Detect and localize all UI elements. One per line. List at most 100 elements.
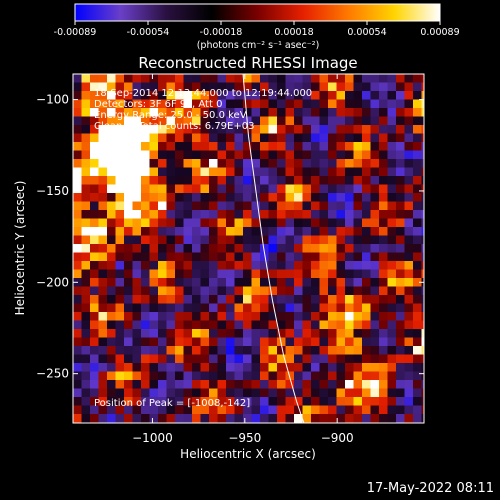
heatmap-cell bbox=[183, 99, 193, 109]
heatmap-cell bbox=[260, 397, 269, 406]
heatmap-cell bbox=[209, 397, 218, 406]
heatmap-cell bbox=[183, 286, 193, 296]
heatmap-cell bbox=[98, 405, 108, 415]
heatmap-cell bbox=[124, 150, 133, 160]
heatmap-cell bbox=[421, 159, 424, 168]
heatmap-cell bbox=[107, 150, 116, 160]
heatmap-cell bbox=[124, 108, 133, 117]
heatmap-cell bbox=[132, 286, 142, 296]
heatmap-cell bbox=[421, 99, 424, 109]
heatmap-cell bbox=[115, 167, 125, 177]
heatmap-cell bbox=[175, 201, 184, 211]
heatmap-cell bbox=[243, 150, 252, 160]
heatmap-cell bbox=[124, 167, 133, 177]
heatmap-cell bbox=[268, 218, 278, 228]
heatmap-cell bbox=[166, 397, 176, 406]
heatmap-cell bbox=[404, 363, 414, 372]
heatmap-cell bbox=[209, 286, 218, 296]
heatmap-cell bbox=[234, 261, 244, 270]
heatmap-cell bbox=[396, 108, 405, 117]
heatmap-cell bbox=[166, 150, 176, 160]
heatmap-cell bbox=[277, 261, 286, 270]
heatmap-cell bbox=[107, 380, 116, 389]
heatmap-cell bbox=[107, 295, 116, 304]
heatmap-cell bbox=[115, 312, 125, 321]
heatmap-cell bbox=[141, 363, 150, 372]
heatmap-cell bbox=[268, 252, 278, 262]
heatmap-cell bbox=[319, 176, 329, 185]
heatmap-cell bbox=[268, 261, 278, 270]
heatmap-cell bbox=[362, 278, 371, 287]
heatmap-cell bbox=[226, 261, 235, 270]
heatmap-cell bbox=[217, 244, 227, 253]
heatmap-cell bbox=[209, 125, 218, 134]
heatmap-cell bbox=[285, 303, 295, 313]
heatmap-cell bbox=[98, 380, 108, 389]
heatmap-cell bbox=[260, 99, 269, 109]
heatmap-cell bbox=[243, 108, 252, 117]
heatmap-cell bbox=[183, 176, 193, 185]
heatmap-cell bbox=[183, 82, 193, 92]
heatmap-cell bbox=[149, 337, 159, 347]
heatmap-cell bbox=[421, 261, 424, 270]
heatmap-cell bbox=[141, 108, 150, 117]
heatmap-cell bbox=[404, 414, 414, 423]
heatmap-cell bbox=[81, 218, 91, 228]
heatmap-cell bbox=[209, 337, 218, 347]
heatmap-cell bbox=[387, 218, 397, 228]
heatmap-cell bbox=[90, 244, 99, 253]
heatmap-cell bbox=[175, 82, 184, 92]
heatmap-cell bbox=[294, 193, 303, 202]
heatmap-cell bbox=[251, 193, 261, 202]
heatmap-cell bbox=[98, 116, 108, 126]
heatmap-cell bbox=[302, 320, 312, 330]
heatmap-cell bbox=[311, 176, 320, 185]
heatmap-cell bbox=[217, 193, 227, 202]
heatmap-cell bbox=[302, 295, 312, 304]
heatmap-cell bbox=[311, 261, 320, 270]
heatmap-cell bbox=[73, 133, 82, 143]
heatmap-cell bbox=[285, 278, 295, 287]
heatmap-cell bbox=[175, 363, 184, 372]
heatmap-cell bbox=[277, 201, 286, 211]
heatmap-cell bbox=[251, 303, 261, 313]
heatmap-cell bbox=[319, 133, 329, 143]
heatmap-cell bbox=[234, 82, 244, 92]
heatmap-cell bbox=[285, 133, 295, 143]
chart-title: Reconstructed RHESSI Image bbox=[138, 54, 357, 72]
heatmap-cell bbox=[209, 303, 218, 313]
heatmap-cell bbox=[268, 227, 278, 236]
heatmap-cell bbox=[353, 380, 363, 389]
heatmap-cell bbox=[107, 252, 116, 262]
heatmap-cell bbox=[396, 371, 405, 381]
heatmap-cell bbox=[175, 278, 184, 287]
heatmap-cell bbox=[166, 337, 176, 347]
heatmap-cell bbox=[345, 346, 354, 355]
heatmap-cell bbox=[192, 74, 201, 83]
heatmap-cell bbox=[404, 201, 414, 211]
heatmap-cell bbox=[336, 99, 346, 109]
heatmap-cell bbox=[132, 303, 142, 313]
heatmap-cell bbox=[98, 397, 108, 406]
heatmap-cell bbox=[370, 201, 380, 211]
heatmap-cell bbox=[243, 184, 252, 194]
heatmap-cell bbox=[260, 354, 269, 364]
heatmap-cell bbox=[268, 159, 278, 168]
heatmap-cell bbox=[345, 218, 354, 228]
heatmap-cell bbox=[115, 218, 125, 228]
heatmap-cell bbox=[294, 159, 303, 168]
heatmap-cell bbox=[311, 295, 320, 304]
heatmap-cell bbox=[90, 337, 99, 347]
heatmap-cell bbox=[175, 159, 184, 168]
heatmap-cell bbox=[81, 184, 91, 194]
heatmap-cell bbox=[217, 176, 227, 185]
heatmap-cell bbox=[166, 91, 176, 100]
heatmap-cell bbox=[115, 252, 125, 262]
heatmap-cell bbox=[73, 397, 82, 406]
heatmap-cell bbox=[396, 133, 405, 143]
heatmap-cell bbox=[107, 142, 116, 151]
heatmap-cell bbox=[234, 329, 244, 338]
heatmap-cell bbox=[217, 142, 227, 151]
heatmap-cell bbox=[370, 388, 380, 398]
heatmap-cell bbox=[404, 159, 414, 168]
